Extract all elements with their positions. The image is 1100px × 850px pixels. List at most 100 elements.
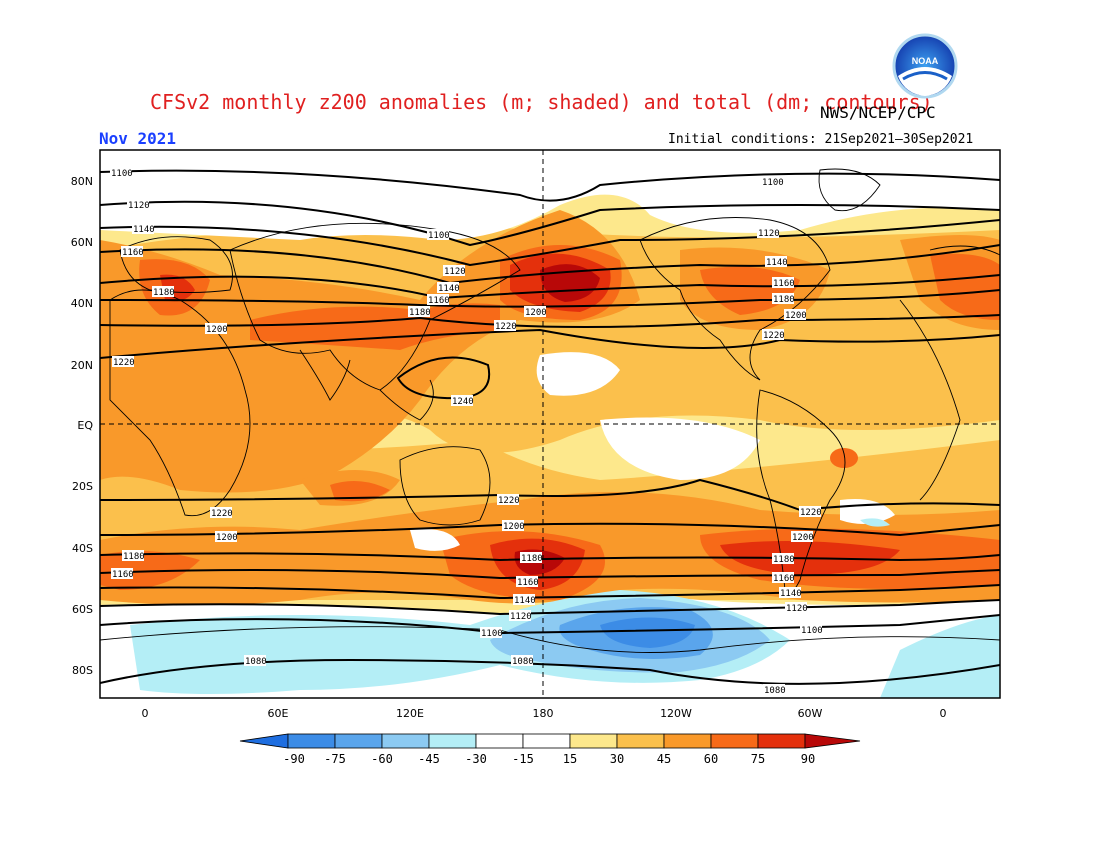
contour-label: 1120 xyxy=(509,610,532,622)
height-contours xyxy=(100,169,1000,685)
contour-label: 1160 xyxy=(772,572,795,584)
svg-text:NOAA: NOAA xyxy=(912,56,939,66)
contour-label: 1140 xyxy=(765,256,788,268)
contour-label: 1200 xyxy=(215,531,238,543)
contour-label: 1100 xyxy=(800,624,823,636)
lon-label: 60E xyxy=(268,707,289,720)
svg-text:1220: 1220 xyxy=(498,496,520,506)
lon-label: 0 xyxy=(940,707,947,720)
contour-label: 1200 xyxy=(205,323,228,335)
svg-text:1220: 1220 xyxy=(763,331,785,341)
svg-text:1180: 1180 xyxy=(773,555,795,565)
lat-label: EQ xyxy=(77,419,93,432)
contour-label: 1120 xyxy=(443,265,466,277)
colorbar-tick: 60 xyxy=(704,752,718,766)
colorbar-tick: -75 xyxy=(324,752,346,766)
lat-label: 60S xyxy=(72,603,93,616)
svg-text:1080: 1080 xyxy=(512,657,534,667)
map-title: CFSv2 monthly z200 anomalies (m; shaded)… xyxy=(150,90,933,114)
contour-label: 1160 xyxy=(516,576,539,588)
contour-label: 1200 xyxy=(784,309,807,321)
svg-text:1200: 1200 xyxy=(785,311,807,321)
svg-text:1120: 1120 xyxy=(444,267,466,277)
svg-text:1140: 1140 xyxy=(514,596,536,606)
lat-label: 60N xyxy=(71,236,93,249)
svg-text:1160: 1160 xyxy=(773,574,795,584)
svg-text:1220: 1220 xyxy=(113,358,135,368)
org-label: NWS/NCEP/CPC xyxy=(820,103,936,122)
lat-label: 20N xyxy=(71,359,93,372)
svg-text:1180: 1180 xyxy=(773,295,795,305)
colorbar-swatch xyxy=(428,733,477,749)
contour-label: 1140 xyxy=(513,594,536,606)
contour-label: 1180 xyxy=(520,552,543,564)
contour-label: 1220 xyxy=(762,329,785,341)
svg-text:1100: 1100 xyxy=(762,178,784,188)
colorbar-tick: -60 xyxy=(371,752,393,766)
svg-text:1200: 1200 xyxy=(525,308,547,318)
continent-outlines xyxy=(100,168,1000,653)
lon-label: 60W xyxy=(798,707,823,720)
colorbar-swatch xyxy=(287,733,336,749)
svg-text:1240: 1240 xyxy=(452,397,474,407)
contour-label: 1180 xyxy=(772,553,795,565)
svg-text:1180: 1180 xyxy=(521,554,543,564)
colorbar-swatch xyxy=(381,733,430,749)
svg-text:1120: 1120 xyxy=(510,612,532,622)
contour-label: 1220 xyxy=(494,320,517,332)
svg-text:1200: 1200 xyxy=(206,325,228,335)
svg-text:1180: 1180 xyxy=(153,288,175,298)
svg-text:1220: 1220 xyxy=(211,509,233,519)
map-frame xyxy=(99,149,1001,699)
contour-label: 1220 xyxy=(112,356,135,368)
contour-label: 1120 xyxy=(127,199,150,211)
svg-text:1120: 1120 xyxy=(758,229,780,239)
contour-label: 1160 xyxy=(121,246,144,258)
svg-text:1100: 1100 xyxy=(481,629,503,639)
colorbar-swatch xyxy=(616,733,665,749)
svg-text:1100: 1100 xyxy=(111,169,133,179)
contour-label: 1100 xyxy=(427,229,450,241)
contour-label: 1200 xyxy=(502,520,525,532)
svg-text:1160: 1160 xyxy=(112,570,134,580)
contour-label: 1100 xyxy=(110,167,133,179)
svg-text:1180: 1180 xyxy=(123,552,145,562)
contour-label: 1100 xyxy=(761,176,784,188)
colorbar-swatch xyxy=(663,733,712,749)
svg-text:1160: 1160 xyxy=(428,296,450,306)
colorbar-tick: -30 xyxy=(465,752,487,766)
contour-label: 1180 xyxy=(408,306,431,318)
svg-text:1100: 1100 xyxy=(428,231,450,241)
svg-text:1120: 1120 xyxy=(128,201,150,211)
svg-text:1220: 1220 xyxy=(800,508,822,518)
svg-text:1140: 1140 xyxy=(780,589,802,599)
colorbar-swatch xyxy=(475,733,524,749)
colorbar: -90 -75 -60 -45 -30 -15 15 30 45 60 75 9… xyxy=(239,733,861,766)
contour-label: 1160 xyxy=(111,568,134,580)
svg-text:1200: 1200 xyxy=(503,522,525,532)
colorbar-tick: -45 xyxy=(418,752,440,766)
contour-label: 1120 xyxy=(757,227,780,239)
contour-label: 1080 xyxy=(511,655,534,667)
forecast-month: Nov 2021 xyxy=(99,129,177,148)
lon-label: 120E xyxy=(396,707,424,720)
svg-text:1160: 1160 xyxy=(122,248,144,258)
colorbar-tick: 90 xyxy=(801,752,815,766)
lat-axis: 80N 60N 40N 20N EQ 20S 40S 60S 80S xyxy=(71,175,94,677)
initial-conditions: Initial conditions: 21Sep2021–30Sep2021 xyxy=(668,132,974,147)
colorbar-tick: 30 xyxy=(610,752,624,766)
svg-text:1180: 1180 xyxy=(409,308,431,318)
colorbar-swatch xyxy=(522,733,571,749)
lon-label: 120W xyxy=(660,707,692,720)
svg-text:1140: 1140 xyxy=(438,284,460,294)
colorbar-tick: 75 xyxy=(751,752,765,766)
svg-text:1160: 1160 xyxy=(773,279,795,289)
contour-label: 1220 xyxy=(799,506,822,518)
contour-label: 1220 xyxy=(210,507,233,519)
contour-label: 1120 xyxy=(785,602,808,614)
noaa-logo: NOAA xyxy=(892,33,958,99)
contour-label: 1200 xyxy=(524,306,547,318)
anomaly-minus-60-75 xyxy=(600,617,695,648)
svg-text:1200: 1200 xyxy=(792,533,814,543)
